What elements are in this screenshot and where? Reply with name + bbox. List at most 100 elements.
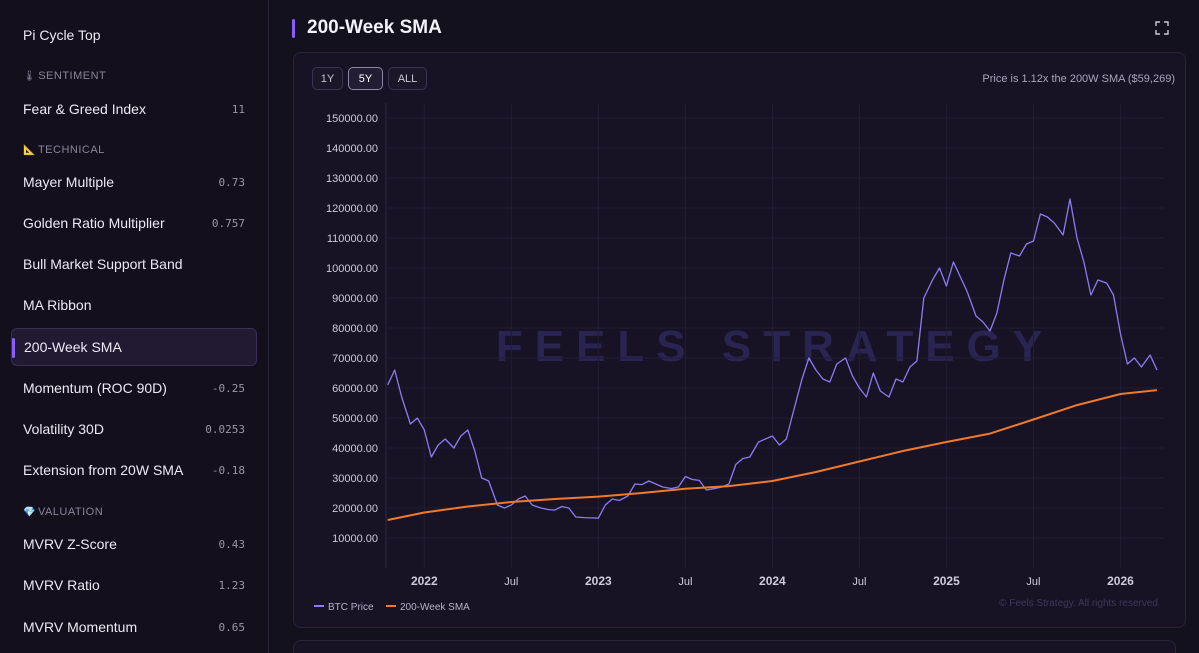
data-point [387,384,389,386]
data-point [401,396,403,398]
data-point [822,378,824,380]
thermometer-icon: 🌡 [23,70,37,82]
range-1y-button[interactable]: 1Y [312,67,343,90]
data-point [1076,237,1078,239]
data-point [815,369,817,371]
data-point [939,267,941,269]
data-point [989,433,991,435]
data-point [518,498,520,500]
sidebar-item-200-week-sma[interactable]: 200-Week SMA [11,328,257,366]
data-point [618,500,620,502]
x-tick-label: Jul [1026,576,1040,588]
data-point [1134,357,1136,359]
data-point [1047,216,1049,218]
data-point [1026,243,1028,245]
data-point [453,447,455,449]
data-point [873,372,875,374]
data-point [431,456,433,458]
data-point [1113,294,1115,296]
data-point [1040,213,1042,215]
y-tick-label: 140000.00 [326,143,378,155]
x-tick-label: Jul [852,576,866,588]
sidebar-item-fear-greed-index[interactable]: Fear & Greed Index 11 [11,90,257,128]
section-label: SENTIMENT [38,70,107,82]
data-point [692,479,694,481]
data-point [859,461,861,463]
data-point [634,483,636,485]
sidebar-item-mvrv-momentum[interactable]: MVRV Momentum 0.65 [11,608,257,646]
data-point [923,297,925,299]
sidebar-item-bull-market-support-band[interactable]: Bull Market Support Band [11,245,257,283]
data-point [735,464,737,466]
data-point [749,456,751,458]
data-point [866,396,868,398]
section-label: TECHNICAL [37,144,105,156]
data-point [1062,234,1064,236]
data-point [417,417,419,419]
data-point [859,387,861,389]
data-point [1097,279,1099,281]
sidebar-item-golden-ratio-multiplier[interactable]: Golden Ratio Multiplier 0.757 [11,204,257,242]
sidebar-item-pi-cycle-top[interactable]: Pi Cycle Top [11,16,257,54]
sidebar-item-value: 0.0253 [205,422,245,436]
data-point [699,480,701,482]
legend-label: BTC Price [328,602,374,613]
data-point [706,489,708,491]
data-point [584,517,586,519]
sidebar-item-mayer-multiple[interactable]: Mayer Multiple 0.73 [11,163,257,201]
data-point [424,429,426,431]
data-point [591,517,593,519]
sidebar-item-ma-ribbon[interactable]: MA Ribbon [11,286,257,324]
data-point [845,357,847,359]
sidebar-item-value: 0.65 [218,620,246,634]
data-point [394,369,396,371]
data-point [627,495,629,497]
sidebar-item-mvrv-ratio[interactable]: MVRV Ratio 1.23 [11,566,257,604]
data-point [989,330,991,332]
range-all-button[interactable]: ALL [388,67,427,90]
data-point [410,423,412,425]
data-point [967,291,969,293]
data-point [488,480,490,482]
y-tick-label: 120000.00 [326,203,378,215]
range-5y-button[interactable]: 5Y [348,67,383,90]
data-point [1141,366,1143,368]
data-point [605,504,607,506]
chart-card: 1Y 5Y ALL Price is 1.12x the 200W SMA ($… [293,52,1186,628]
price-ratio-info: Price is 1.12x the 200W SMA ($59,269) [982,73,1175,85]
sidebar-item-volatility-30d[interactable]: Volatility 30D 0.0253 [11,410,257,448]
data-point [1003,279,1005,281]
data-point [852,375,854,377]
data-point [765,438,767,440]
sidebar-item-mvrv-z-score[interactable]: MVRV Z-Score 0.43 [11,525,257,563]
data-point [655,483,657,485]
sidebar-item-momentum-roc-90d[interactable]: Momentum (ROC 90D) -0.25 [11,369,257,407]
sidebar-item-value: 1.23 [218,578,246,592]
data-point [815,471,817,473]
x-tick-label: Jul [678,576,692,588]
data-point [1120,393,1122,395]
legend-label: 200-Week SMA [400,602,470,613]
section-label: VALUATION [37,506,104,518]
x-tick-label: Jul [504,576,518,588]
data-point [1083,261,1085,263]
data-point [641,492,643,494]
expand-icon[interactable] [1155,21,1169,35]
data-point [1010,252,1012,254]
sidebar-item-extension-from-20w-sma[interactable]: Extension from 20W SMA -0.18 [11,451,257,489]
data-point [808,357,810,359]
data-point [1033,419,1035,421]
sidebar-item-value: -0.18 [211,463,245,477]
data-point [728,485,730,487]
data-point [946,441,948,443]
data-point [1120,333,1122,335]
data-point [1106,282,1108,284]
y-tick-label: 70000.00 [332,353,378,365]
series-line-200-week-sma [387,389,1158,521]
data-point [504,507,506,509]
diamond-icon: 💎 [23,506,36,518]
data-point [880,390,882,392]
sidebar-item-label: MVRV Momentum [23,619,138,635]
page-title: 200-Week SMA [307,17,442,38]
data-point [793,411,795,413]
